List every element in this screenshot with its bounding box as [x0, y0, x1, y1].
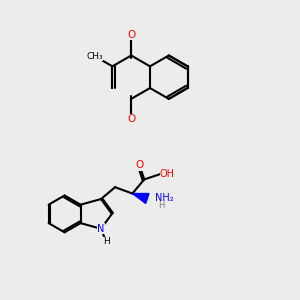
- Text: CH₃: CH₃: [86, 52, 103, 61]
- Text: O: O: [127, 115, 135, 124]
- Text: O: O: [135, 160, 144, 170]
- Text: N: N: [97, 224, 105, 234]
- Text: OH: OH: [160, 169, 175, 179]
- Text: NH₂: NH₂: [155, 194, 173, 203]
- Text: H: H: [103, 237, 110, 246]
- Text: H: H: [158, 201, 164, 210]
- Text: O: O: [127, 30, 135, 40]
- Polygon shape: [132, 194, 149, 203]
